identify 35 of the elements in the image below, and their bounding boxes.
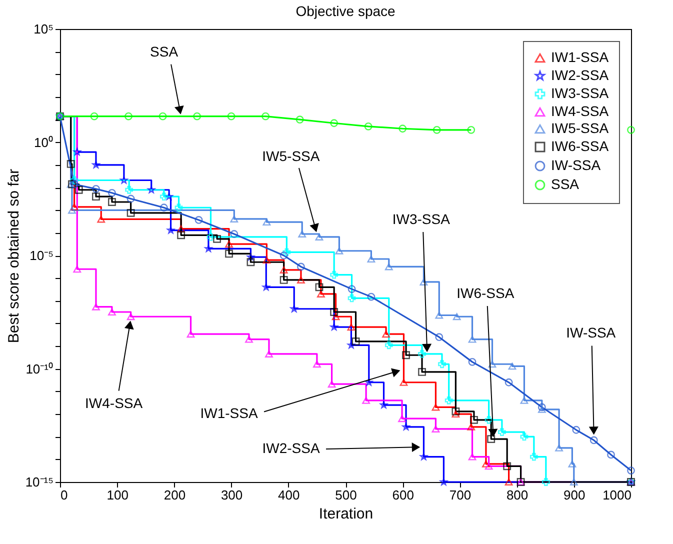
y-tick-label: 10⁰ xyxy=(34,134,54,150)
x-tick-label: 200 xyxy=(164,488,186,502)
x-tick-label: 500 xyxy=(335,488,357,502)
x-tick-label: 900 xyxy=(564,488,586,502)
y-axis-title: Best score obtained so far xyxy=(5,168,22,344)
legend-label: SSA xyxy=(551,176,580,192)
annotation: IW5-SSA xyxy=(262,148,320,164)
legend-label: IW4-SSA xyxy=(551,103,610,119)
chart-title: Objective space xyxy=(296,3,396,19)
x-tick-label: 1000 xyxy=(602,488,632,502)
x-tick-label: 400 xyxy=(278,488,300,502)
annotation: IW6-SSA xyxy=(456,285,515,302)
annotation: IW-SSA xyxy=(566,324,616,341)
legend-label: IW3-SSA xyxy=(551,85,610,101)
x-tick-label: 0 xyxy=(60,488,68,502)
annotation: IW2-SSA xyxy=(262,440,320,456)
x-tick-label: 700 xyxy=(449,488,472,502)
annotation: SSA xyxy=(150,43,179,60)
y-tick-label: 10⁻¹⁵ xyxy=(25,474,54,490)
x-tick-label: 600 xyxy=(392,488,414,502)
annotation: IW1-SSA xyxy=(200,404,258,421)
legend-label: IW1-SSA xyxy=(551,49,610,65)
x-tick-label: 100 xyxy=(106,488,128,502)
y-tick-label: 10⁻⁵ xyxy=(30,248,54,263)
x-tick-label: 300 xyxy=(220,488,243,502)
annotation: IW4-SSA xyxy=(85,394,144,411)
legend-label: IW-SSA xyxy=(551,157,602,173)
legend-label: IW6-SSA xyxy=(551,138,610,154)
y-tick-label: 10⁻¹⁰ xyxy=(26,361,54,376)
y-tick-label: 10⁵ xyxy=(34,22,54,36)
legend-label: IW5-SSA xyxy=(551,120,610,136)
x-axis-title: Iteration xyxy=(318,506,374,522)
legend-label: IW2-SSA xyxy=(551,67,610,83)
x-tick-label: 800 xyxy=(506,488,528,502)
annotation: IW3-SSA xyxy=(392,210,451,227)
